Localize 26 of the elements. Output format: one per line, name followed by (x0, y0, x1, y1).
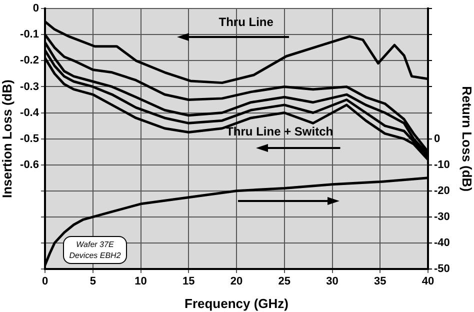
annotation: Wafer 37E Devices EBH2 (63, 236, 127, 264)
y2-tick-label: -10 (434, 158, 450, 171)
x-tick-label: 30 (326, 276, 338, 288)
y2-tick-label: 0 (434, 132, 440, 145)
x-tick-label: 5 (90, 276, 96, 288)
y-tick-label: -0.6 (20, 158, 39, 171)
x-tick-label: 10 (134, 276, 147, 288)
y-axis-title: Insertion Loss (dB) (0, 80, 14, 198)
x-axis-title: Frequency (GHz) (184, 296, 289, 311)
y-tick-label: -0.2 (20, 54, 39, 67)
y-tick-label: 0 (32, 2, 39, 15)
y2-tick-label: -20 (434, 184, 450, 197)
y-tick-label: -0.5 (20, 132, 39, 145)
x-tick-label: 15 (182, 276, 195, 288)
y2-tick-label: -40 (434, 236, 450, 249)
x-tick-label: 40 (422, 276, 434, 288)
y-tick-label: -0.1 (20, 28, 39, 41)
x-tick-label: 20 (230, 276, 243, 288)
x-tick-label: 25 (278, 276, 290, 288)
y2-tick-label: -50 (434, 263, 450, 276)
y-tick-label: -0.4 (20, 106, 40, 119)
x-tick-label: 35 (374, 276, 386, 288)
x-tick-label: 0 (42, 276, 48, 288)
y-tick-label: -0.3 (20, 80, 39, 93)
y2-tick-label: -30 (434, 210, 450, 223)
y2-axis-title: Return Loss (dB) (460, 86, 474, 192)
